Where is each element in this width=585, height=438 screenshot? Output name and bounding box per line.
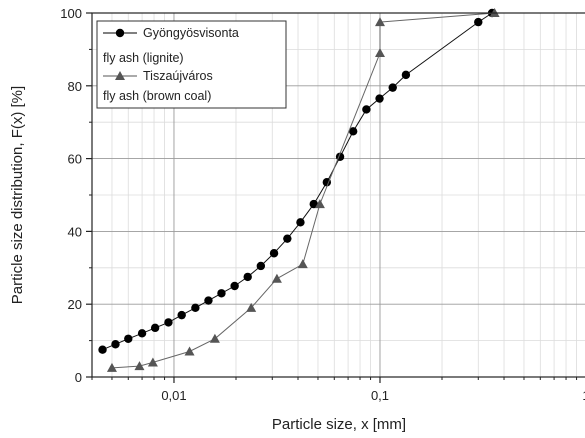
legend-label-brown-coal-2: fly ash (brown coal) — [103, 89, 211, 103]
data-point-circle — [230, 281, 239, 291]
x-tick-label: 0,01 — [161, 388, 186, 403]
data-point-triangle — [147, 357, 158, 367]
x-tick-label: 1 — [582, 388, 585, 403]
y-tick-label: 20 — [68, 297, 82, 312]
legend-box — [96, 20, 287, 109]
y-axis-label: Particle size distribution, F(x) [%] — [9, 86, 26, 304]
y-tick-label: 0 — [75, 370, 82, 385]
plot-frame — [91, 12, 585, 378]
data-point-circle — [137, 329, 147, 338]
data-point-triangle — [297, 259, 308, 269]
data-point-circle — [388, 83, 397, 92]
data-point-circle — [243, 272, 252, 282]
data-point-circle — [204, 296, 213, 305]
data-point-circle — [401, 70, 411, 80]
data-point-circle — [191, 303, 200, 313]
data-point-circle — [375, 94, 384, 103]
legend-marker-triangle — [115, 71, 125, 80]
data-point-circle — [296, 218, 305, 227]
data-point-triangle — [134, 361, 145, 371]
legend: Gyöngyösvisonta fly ash (lignite) Tiszaú… — [96, 20, 287, 109]
data-point-circle — [348, 127, 358, 136]
data-point-triangle — [374, 17, 385, 27]
data-point-circle — [177, 310, 186, 320]
data-point-circle — [124, 334, 133, 343]
data-point-circle — [164, 318, 173, 327]
legend-marker-circle — [115, 28, 125, 38]
data-point-circle — [111, 340, 120, 349]
data-point-circle — [217, 289, 226, 298]
data-point-triangle — [246, 302, 257, 312]
data-point-circle — [362, 105, 371, 114]
x-axis-label: Particle size, x [mm] — [272, 416, 406, 433]
data-point-triangle — [374, 48, 385, 58]
legend-label-lignite-2: fly ash (lignite) — [103, 51, 184, 65]
data-point-circle — [269, 249, 279, 258]
tick-labels: 0,01 0,1 1 0 20 40 60 80 100 — [60, 6, 585, 403]
y-tick-label: 80 — [68, 79, 82, 94]
data-point-circle — [150, 323, 160, 333]
y-tick-label: 40 — [68, 224, 82, 239]
data-point-triangle — [209, 333, 220, 343]
data-point-circle — [474, 17, 483, 27]
data-point-triangle — [271, 273, 282, 283]
axis-ticks — [86, 12, 578, 383]
legend-label-lignite-1: Gyöngyösvisonta — [143, 26, 239, 40]
data-point-circle — [98, 345, 107, 354]
y-tick-label: 60 — [68, 152, 82, 167]
series-layer — [98, 8, 500, 372]
data-point-circle — [256, 261, 266, 271]
x-tick-label: 0,1 — [371, 388, 389, 403]
data-point-triangle — [184, 346, 195, 356]
data-point-circle — [309, 199, 318, 209]
data-point-circle — [283, 234, 292, 243]
data-point-triangle — [314, 199, 325, 209]
legend-label-brown-coal-1: Tiszaújváros — [143, 69, 213, 83]
y-tick-label: 100 — [60, 6, 82, 21]
data-point-triangle — [106, 362, 117, 372]
